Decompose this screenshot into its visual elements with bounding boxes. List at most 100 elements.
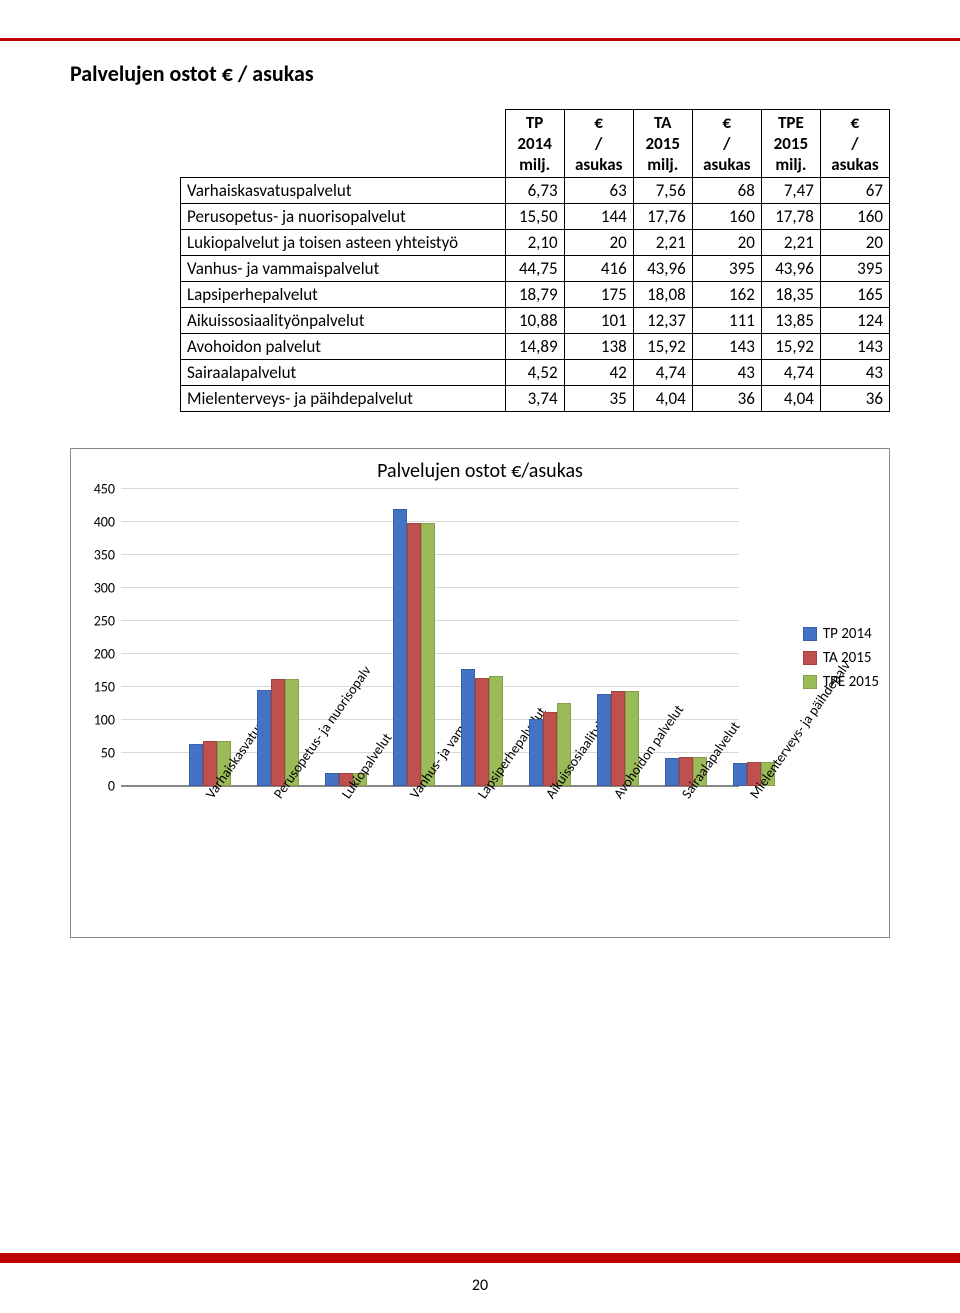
bar	[597, 694, 611, 786]
cell-value: 162	[692, 282, 761, 308]
row-label: Varhaiskasvatuspalvelut	[181, 178, 506, 204]
bar	[475, 678, 489, 786]
cell-value: 35	[564, 386, 633, 412]
top-rule	[0, 38, 960, 41]
page-number: 20	[0, 1276, 960, 1295]
cell-value: 18,79	[505, 282, 564, 308]
bar	[325, 773, 339, 786]
cell-value: 6,73	[505, 178, 564, 204]
chart-ytick: 0	[79, 778, 115, 795]
cell-value: 101	[564, 308, 633, 334]
cell-value: 138	[564, 334, 633, 360]
cell-value: 17,76	[633, 204, 692, 230]
bar	[393, 509, 407, 786]
cell-value: 416	[564, 256, 633, 282]
bottom-rule	[0, 1253, 960, 1263]
table-row: Perusopetus- ja nuorisopalvelut15,501441…	[181, 204, 890, 230]
cell-value: 13,85	[761, 308, 820, 334]
legend-swatch	[803, 651, 817, 665]
page-content: Palvelujen ostot € / asukas TP2014milj.€…	[0, 0, 960, 938]
cell-value: 4,04	[633, 386, 692, 412]
chart-ytick: 300	[79, 580, 115, 597]
legend-label: TP 2014	[823, 625, 872, 643]
cell-value: 4,04	[761, 386, 820, 412]
cell-value: 4,74	[633, 360, 692, 386]
cell-value: 10,88	[505, 308, 564, 334]
cell-value: 144	[564, 204, 633, 230]
table-row: Sairaalapalvelut4,52424,74434,7443	[181, 360, 890, 386]
cell-value: 14,89	[505, 334, 564, 360]
bar	[407, 523, 421, 786]
table-row: Avohoidon palvelut14,8913815,9214315,921…	[181, 334, 890, 360]
table-row: Lapsiperhepalvelut18,7917518,0816218,351…	[181, 282, 890, 308]
cell-value: 160	[820, 204, 889, 230]
cell-value: 44,75	[505, 256, 564, 282]
cell-value: 4,74	[761, 360, 820, 386]
cell-value: 15,50	[505, 204, 564, 230]
cell-value: 43,96	[761, 256, 820, 282]
table-row: Aikuissosiaalityönpalvelut10,8810112,371…	[181, 308, 890, 334]
cell-value: 18,35	[761, 282, 820, 308]
bar	[257, 690, 271, 786]
cell-value: 111	[692, 308, 761, 334]
chart-frame: Palvelujen ostot €/asukas 05010015020025…	[70, 448, 890, 938]
cell-value: 43	[692, 360, 761, 386]
cell-value: 395	[692, 256, 761, 282]
table-row: Mielenterveys- ja päihdepalvelut3,74354,…	[181, 386, 890, 412]
table-row: Vanhus- ja vammaispalvelut44,7541643,963…	[181, 256, 890, 282]
cell-value: 2,21	[761, 230, 820, 256]
chart-ytick: 200	[79, 646, 115, 663]
chart-ytick: 350	[79, 547, 115, 564]
chart-title: Palvelujen ostot €/asukas	[71, 459, 889, 483]
chart-legend: TP 2014TA 2015TPE 2015	[803, 619, 879, 697]
cell-value: 7,56	[633, 178, 692, 204]
chart-ytick: 250	[79, 613, 115, 630]
cell-value: 36	[692, 386, 761, 412]
cell-value: 43,96	[633, 256, 692, 282]
table-row: Varhaiskasvatuspalvelut6,73637,56687,476…	[181, 178, 890, 204]
bar	[461, 669, 475, 786]
table-row: Lukiopalvelut ja toisen asteen yhteistyö…	[181, 230, 890, 256]
bar	[529, 719, 543, 786]
chart-gridline	[121, 488, 739, 489]
cell-value: 15,92	[761, 334, 820, 360]
row-label: Lapsiperhepalvelut	[181, 282, 506, 308]
cell-value: 165	[820, 282, 889, 308]
table-header: €/asukas	[820, 110, 889, 178]
table-wrap: TP2014milj.€/asukasTA2015milj.€/asukasTP…	[180, 109, 890, 412]
cell-value: 17,78	[761, 204, 820, 230]
cell-value: 42	[564, 360, 633, 386]
cell-value: 4,52	[505, 360, 564, 386]
cell-value: 43	[820, 360, 889, 386]
chart-plot: 050100150200250300350400450Varhaiskasvat…	[121, 489, 739, 787]
cell-value: 12,37	[633, 308, 692, 334]
cell-value: 18,08	[633, 282, 692, 308]
chart-ytick: 100	[79, 712, 115, 729]
cell-value: 160	[692, 204, 761, 230]
cell-value: 3,74	[505, 386, 564, 412]
cell-value: 20	[820, 230, 889, 256]
legend-swatch	[803, 675, 817, 689]
cell-value: 124	[820, 308, 889, 334]
data-table: TP2014milj.€/asukasTA2015milj.€/asukasTP…	[180, 109, 890, 412]
cell-value: 67	[820, 178, 889, 204]
legend-item: TP 2014	[803, 625, 879, 643]
bar	[421, 523, 435, 786]
chart-xlabel: Lukiopalvelut	[338, 730, 395, 802]
row-label: Vanhus- ja vammaispalvelut	[181, 256, 506, 282]
chart-ytick: 150	[79, 679, 115, 696]
table-header: TP2014milj.	[505, 110, 564, 178]
bar	[189, 744, 203, 786]
table-header: TA2015milj.	[633, 110, 692, 178]
cell-value: 20	[692, 230, 761, 256]
table-header	[181, 110, 506, 178]
chart-ytick: 450	[79, 481, 115, 498]
row-label: Perusopetus- ja nuorisopalvelut	[181, 204, 506, 230]
bar	[733, 763, 747, 786]
bar	[665, 758, 679, 786]
legend-swatch	[803, 627, 817, 641]
cell-value: 36	[820, 386, 889, 412]
bar	[271, 679, 285, 786]
cell-value: 2,10	[505, 230, 564, 256]
row-label: Avohoidon palvelut	[181, 334, 506, 360]
